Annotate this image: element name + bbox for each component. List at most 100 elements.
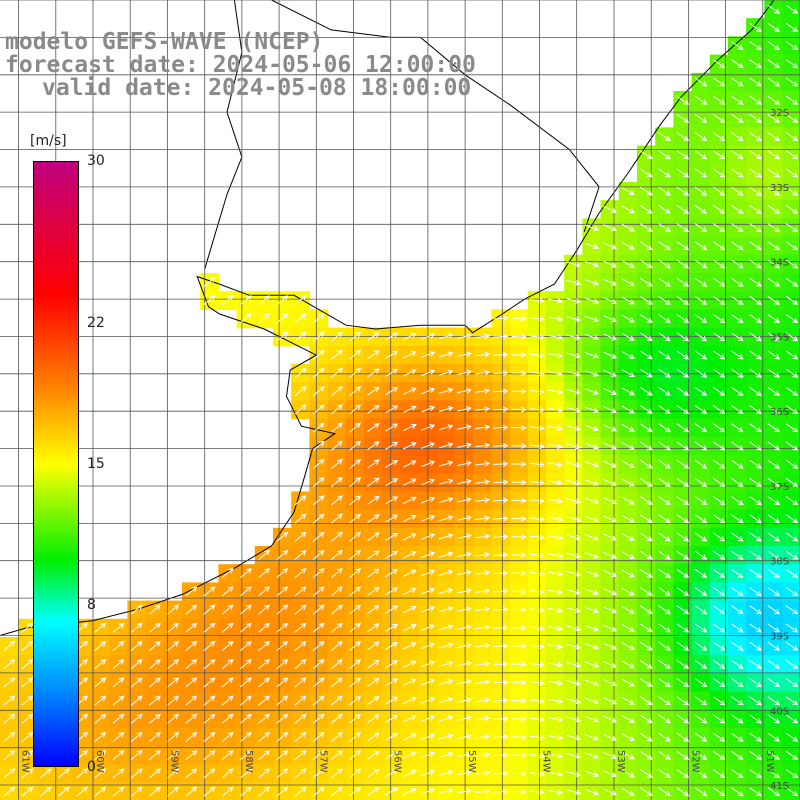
- wind-arrow: [749, 587, 762, 597]
- wind-arrow: [603, 260, 618, 268]
- wind-arrow: [640, 186, 653, 196]
- wind-arrow: [330, 458, 343, 469]
- wind-arrow: [312, 331, 325, 342]
- wind-arrow: [731, 277, 744, 287]
- wind-arrow: [767, 587, 781, 597]
- wind-arrow: [640, 386, 653, 396]
- wind-arrow: [421, 515, 436, 522]
- wind-arrow: [385, 551, 399, 560]
- wind-arrow: [749, 186, 762, 196]
- wind-arrow: [421, 569, 436, 577]
- wind-arrow: [294, 568, 307, 579]
- wind-arrow: [367, 714, 380, 724]
- wind-arrow: [130, 750, 143, 761]
- wind-arrow: [767, 277, 781, 287]
- wind-arrow: [694, 714, 708, 724]
- wind-arrow: [367, 787, 380, 797]
- wind-arrow: [603, 406, 618, 414]
- wind-arrow: [731, 59, 744, 69]
- wind-arrow: [548, 461, 564, 468]
- wind-arrow: [676, 496, 690, 506]
- wind-arrow: [457, 624, 472, 631]
- wind-arrow: [712, 750, 726, 760]
- wind-arrow: [566, 680, 581, 686]
- wind-arrow: [584, 770, 600, 778]
- wind-arrow: [21, 622, 34, 633]
- wind-arrow: [349, 422, 362, 433]
- wind-arrow: [130, 659, 143, 670]
- wind-arrow: [603, 551, 618, 559]
- wind-arrow: [21, 786, 34, 797]
- wind-arrow: [621, 514, 635, 523]
- wind-arrow: [167, 731, 180, 742]
- wind-arrow: [767, 550, 781, 560]
- wind-arrow: [457, 551, 472, 558]
- wind-arrow: [3, 695, 16, 706]
- wind-arrow: [475, 733, 491, 740]
- longitude-label: 58W: [243, 750, 254, 773]
- wind-arrow: [493, 570, 509, 577]
- wind-arrow: [785, 22, 799, 32]
- wind-arrow: [603, 515, 618, 523]
- wind-arrow: [640, 496, 653, 505]
- wind-arrow: [349, 477, 362, 488]
- wind-arrow: [731, 477, 744, 487]
- wind-arrow: [203, 586, 216, 597]
- wind-arrow: [511, 588, 527, 595]
- wind-arrow: [294, 495, 307, 506]
- wind-arrow: [584, 297, 600, 304]
- wind-arrow: [548, 407, 564, 413]
- wind-arrow: [712, 714, 726, 724]
- wind-arrow: [584, 406, 600, 414]
- wind-arrow: [457, 733, 472, 740]
- wind-arrow: [767, 113, 781, 123]
- wind-arrow: [493, 442, 509, 449]
- wind-arrow: [785, 696, 799, 706]
- wind-arrow: [731, 714, 744, 724]
- latitude-label: 38S: [770, 557, 789, 568]
- wind-arrow: [731, 423, 744, 433]
- wind-arrow: [712, 314, 726, 324]
- wind-arrow: [603, 387, 618, 396]
- wind-arrow: [330, 477, 343, 488]
- wind-arrow: [749, 386, 762, 396]
- wind-arrow: [330, 331, 343, 342]
- wind-arrow: [548, 607, 564, 613]
- wind-arrow: [475, 369, 491, 376]
- wind-arrow: [112, 786, 125, 797]
- wind-arrow: [640, 204, 653, 214]
- wind-arrow: [749, 59, 762, 69]
- wind-arrow: [421, 478, 436, 486]
- wind-arrow: [694, 496, 708, 506]
- wind-arrow: [749, 150, 762, 160]
- wind-arrow: [621, 533, 635, 541]
- wind-arrow: [694, 787, 708, 797]
- wind-arrow: [276, 295, 289, 306]
- wind-arrow: [457, 660, 472, 667]
- wind-arrow: [367, 550, 380, 560]
- wind-arrow: [475, 442, 491, 449]
- wind-arrow: [511, 788, 527, 795]
- wind-arrow: [767, 750, 781, 760]
- colorbar-tick-label: 8: [87, 597, 96, 613]
- wind-arrow: [785, 405, 799, 415]
- wind-arrow: [731, 150, 744, 160]
- wind-arrow: [640, 350, 653, 360]
- wind-arrow: [658, 441, 671, 451]
- wind-arrow: [566, 643, 581, 650]
- wind-arrow: [785, 168, 799, 178]
- wind-arrow: [312, 386, 325, 397]
- wind-arrow: [167, 713, 180, 724]
- wind-arrow: [385, 769, 399, 778]
- wind-arrow: [294, 768, 307, 779]
- wind-arrow: [276, 331, 289, 342]
- wind-arrow: [658, 550, 671, 560]
- wind-arrow: [221, 786, 234, 797]
- wind-arrow: [439, 406, 454, 412]
- wind-arrow: [493, 552, 509, 558]
- wind-arrow: [402, 696, 417, 705]
- wind-arrow: [584, 606, 600, 614]
- wind-arrow: [676, 605, 690, 615]
